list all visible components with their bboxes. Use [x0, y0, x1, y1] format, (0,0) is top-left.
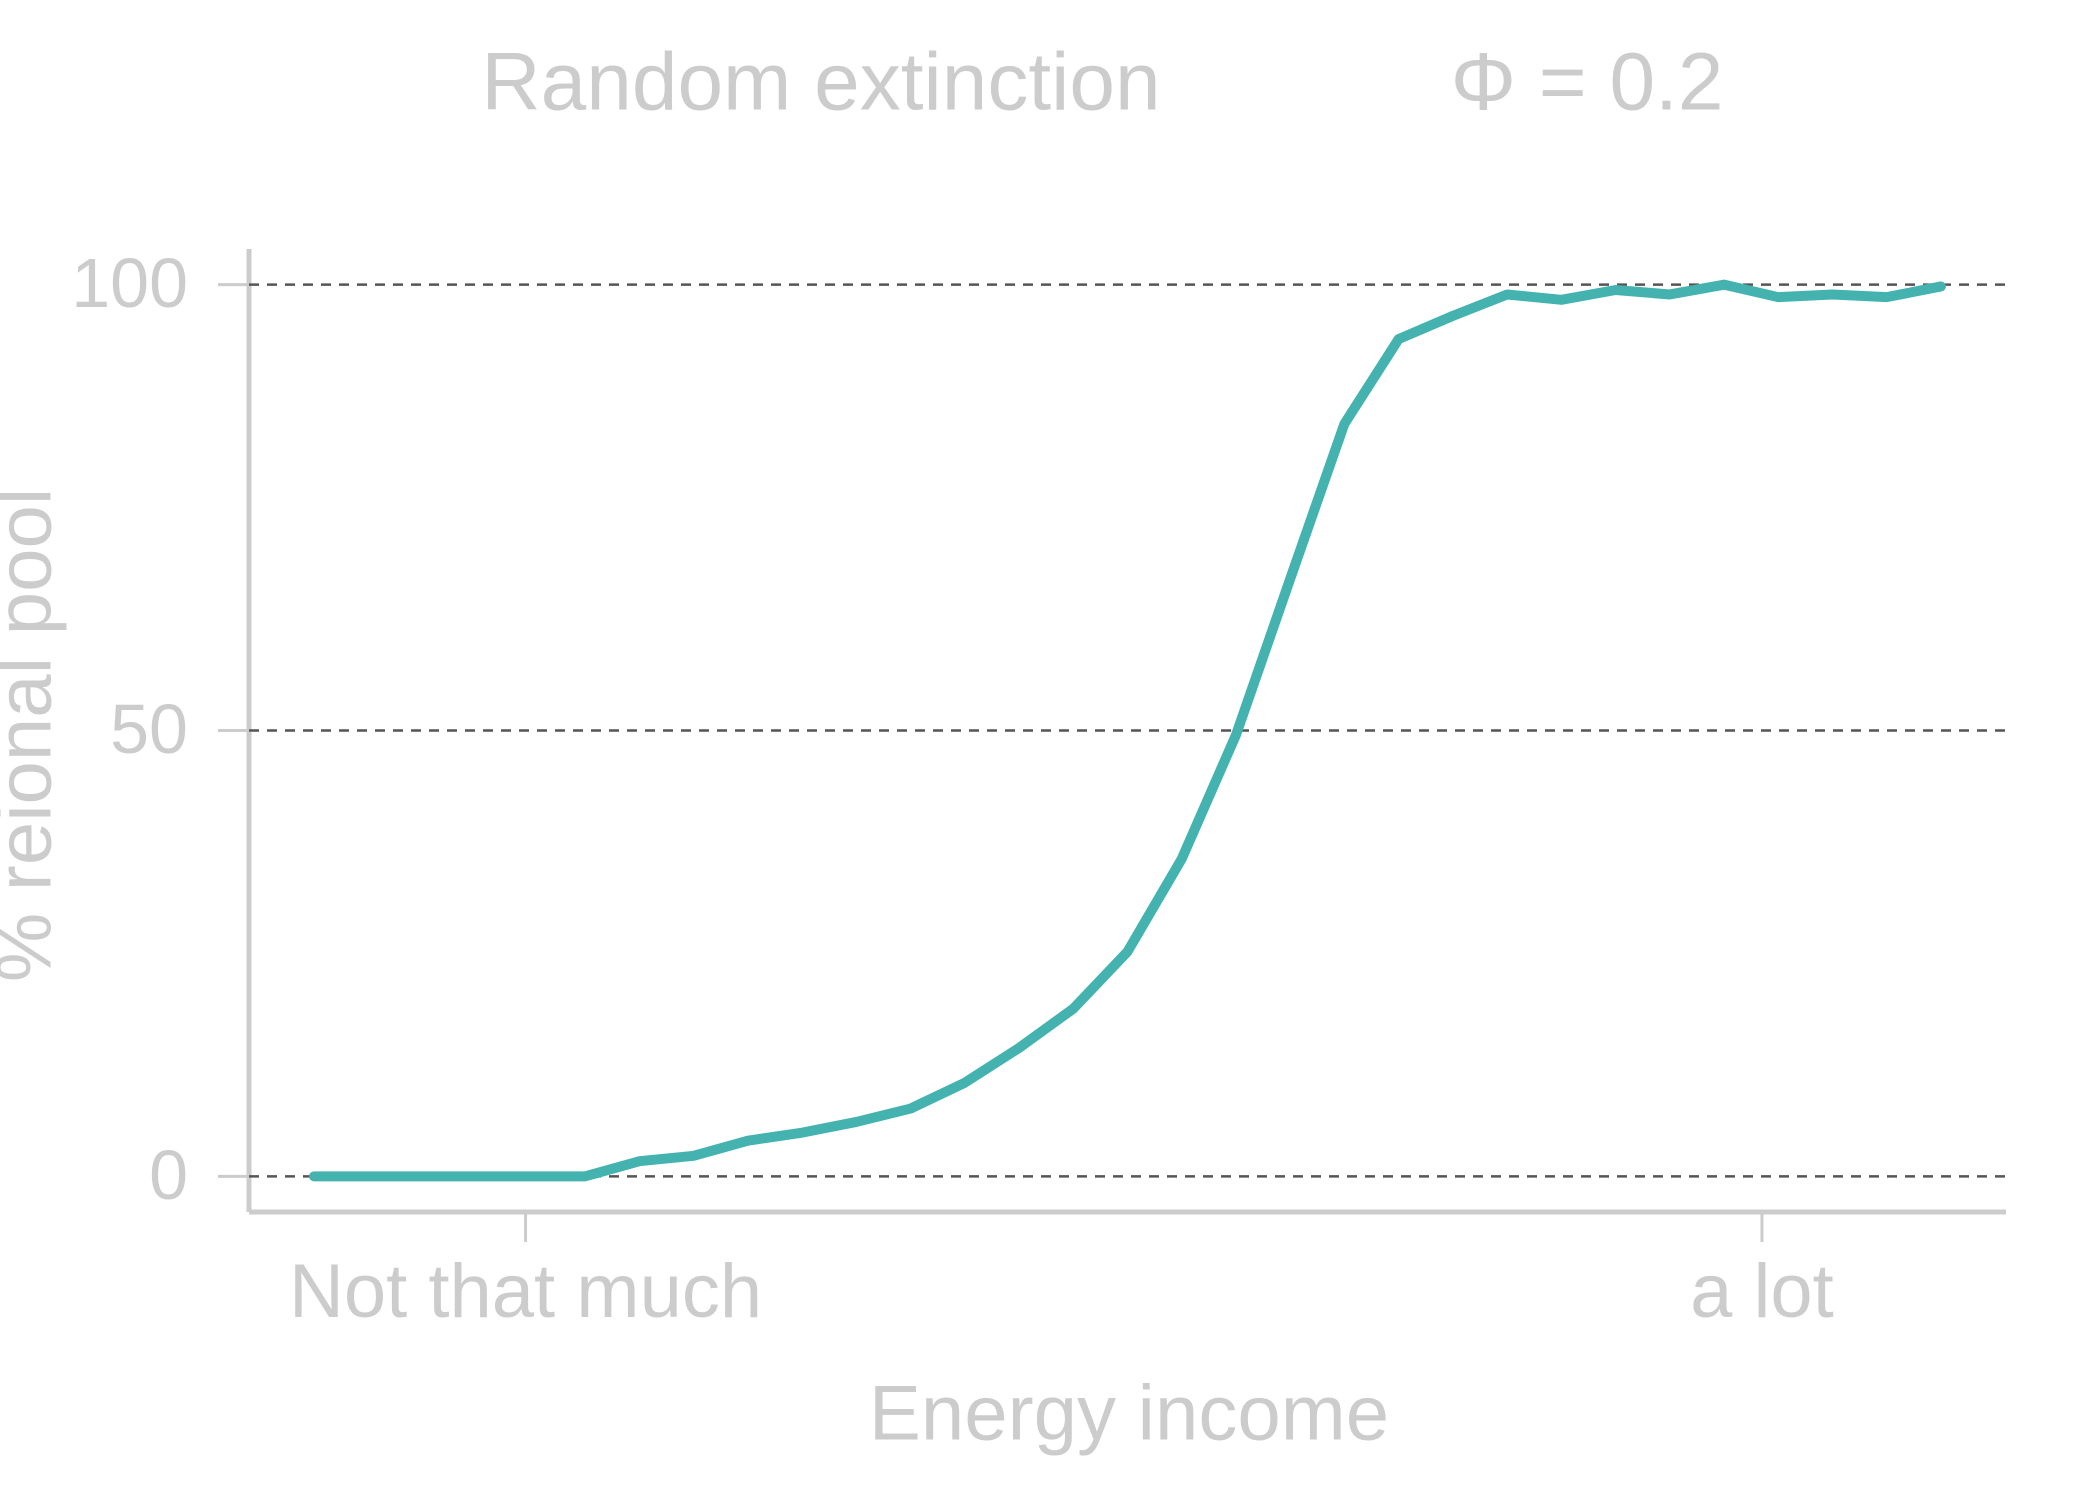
x-axis-label: Energy income [869, 1369, 1389, 1457]
chart-title: Random extinction [481, 37, 1160, 128]
data-line [309, 279, 1946, 1182]
y-tick-label: 100 [71, 244, 188, 322]
y-tick-label: 0 [149, 1136, 188, 1214]
x-tick-label: a lot [1690, 1249, 1834, 1334]
y-tick-label: 50 [110, 690, 188, 768]
y-axis-label: % reional pool [0, 488, 68, 982]
annotation: Φ = 0.2 [1451, 37, 1724, 128]
x-tick-label: Not that much [289, 1249, 762, 1334]
